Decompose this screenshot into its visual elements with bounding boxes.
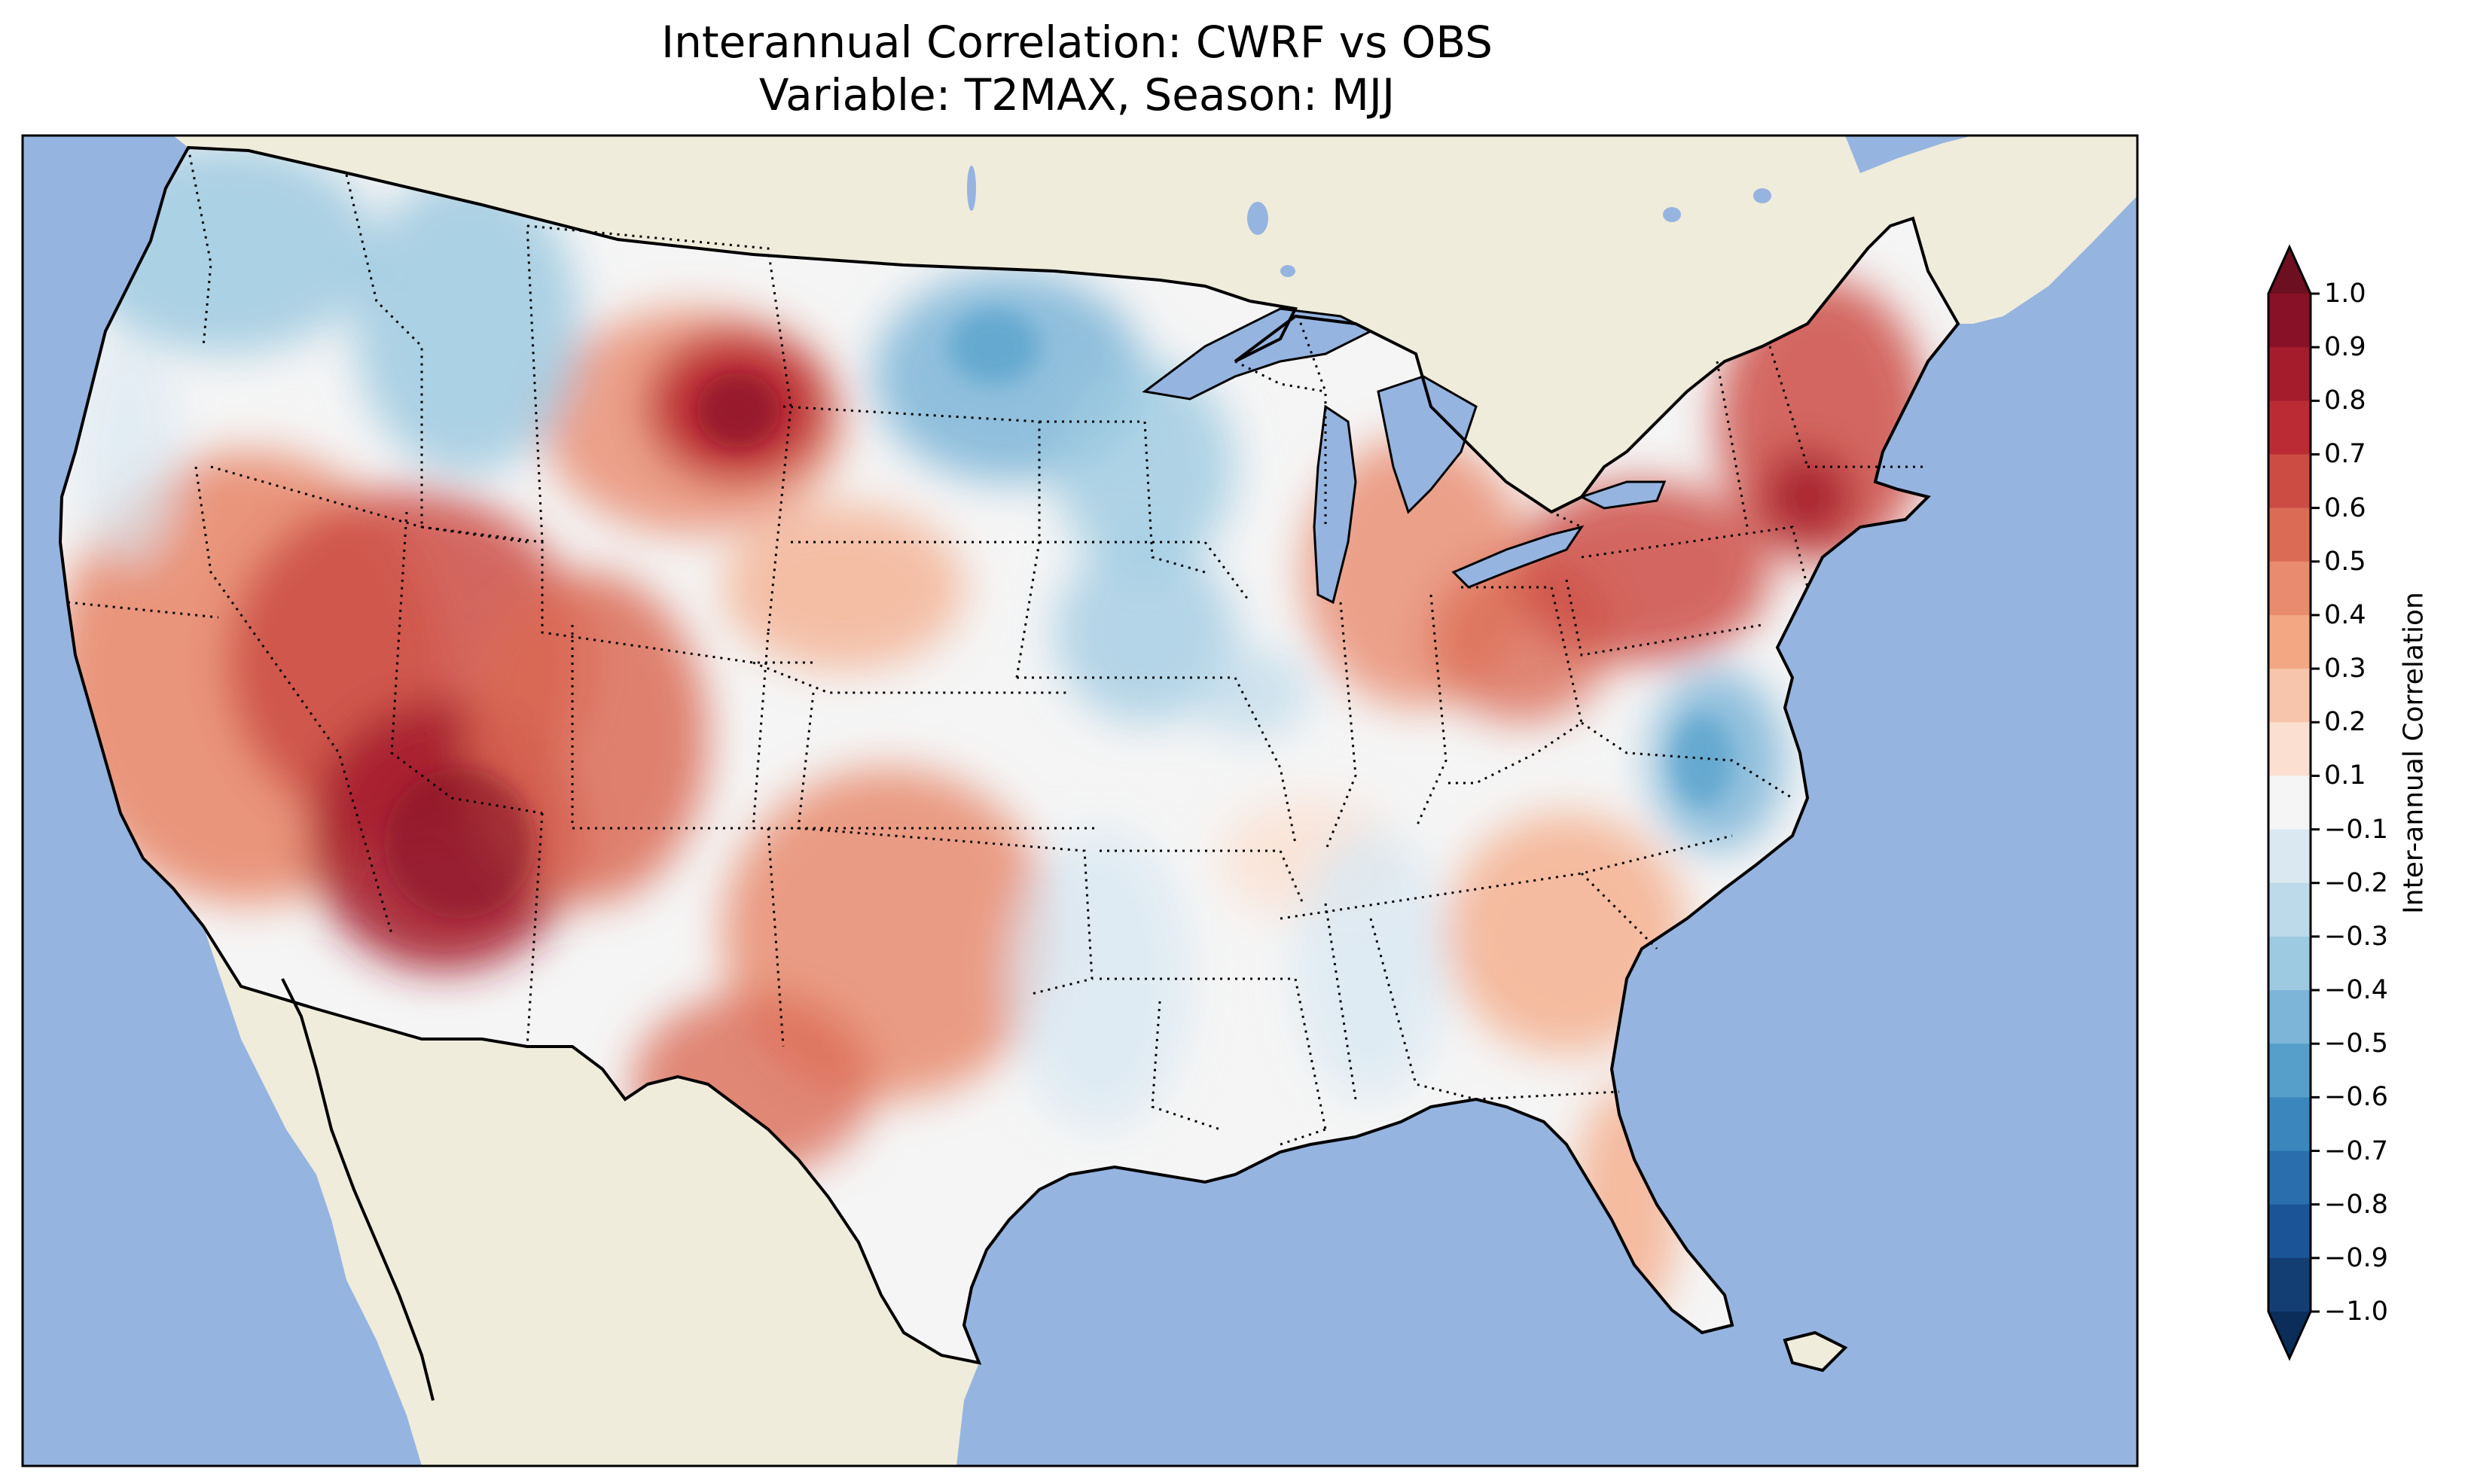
colorbar-segment (2268, 1097, 2311, 1152)
colorbar-segment (2268, 1044, 2311, 1098)
correlation-field (60, 148, 1958, 1363)
canada-land (173, 136, 2137, 512)
colorbar-tick-label: 0.5 (2324, 546, 2366, 577)
coastlines (59, 146, 1960, 1401)
colorbar-tick-label: −1.0 (2324, 1297, 2388, 1327)
colorbar-tick-label: −0.2 (2324, 867, 2388, 898)
colorbar-tick-label: −0.7 (2324, 1135, 2388, 1166)
colorbar-segment (2268, 776, 2311, 830)
lake-superior (1142, 307, 1374, 401)
colorbar-segment (2268, 561, 2311, 616)
colorbar-tick-label: −0.6 (2324, 1082, 2388, 1113)
colorbar-tick-label: 0.9 (2324, 332, 2366, 363)
colorbar (2267, 244, 2320, 1361)
colorbar-segment (2268, 294, 2311, 348)
map-frame (21, 134, 2139, 1467)
colorbar-segment (2268, 882, 2311, 937)
colorbar-tick-label: 0.4 (2324, 599, 2366, 630)
colorbar-segment (2268, 990, 2311, 1044)
colorbar-tick-label: −0.8 (2324, 1189, 2388, 1220)
state-borders (67, 147, 1928, 1146)
lake-huron (1377, 375, 1478, 514)
lake-erie (1451, 525, 1585, 589)
canadian-lakes (967, 166, 1771, 277)
colorbar-segment (2268, 669, 2311, 723)
map-panel (23, 136, 2137, 1466)
colorbar-tick-label: 0.8 (2324, 385, 2366, 416)
colorbar-tick-label: −0.1 (2324, 814, 2388, 845)
colorbar-tick-label: −0.5 (2324, 1028, 2388, 1059)
colorbar-tick-label: 0.2 (2324, 707, 2366, 738)
colorbar-tick-label: 0.7 (2324, 439, 2366, 470)
chart-title-line2: Variable: T2MAX, Season: MJJ (758, 69, 1396, 120)
colorbar-over-triangle (2268, 247, 2311, 294)
colorbar-segment (2268, 829, 2311, 884)
colorbar-segment (2268, 347, 2311, 401)
colorbar-tick-label: 0.1 (2324, 760, 2366, 791)
colorbar-segment (2268, 1257, 2311, 1312)
colorbar-segment (2268, 936, 2311, 991)
colorbar-tick-label: 0.3 (2324, 654, 2366, 684)
colorbar-segment (2268, 1150, 2311, 1205)
colorbar-under-triangle (2268, 1312, 2311, 1358)
colorbar-label: Inter-annual Correlation (2398, 592, 2430, 914)
colorbar-segment (2268, 722, 2311, 776)
colorbar-tick-label: 1.0 (2324, 279, 2366, 309)
colorbar-segment (2268, 507, 2311, 562)
colorbar-segment (2268, 614, 2311, 669)
colorbar-tick-label: −0.3 (2324, 921, 2388, 952)
colorbar-segment (2268, 401, 2311, 455)
colorbar-tick-label: 0.6 (2324, 492, 2366, 523)
colorbar-segment (2268, 454, 2311, 509)
chart-title-line1: Interannual Correlation: CWRF vs OBS (660, 17, 1493, 68)
lake-ontario (1579, 480, 1667, 510)
cuba-land (1783, 1330, 1848, 1373)
colorbar-tick-label: −0.9 (2324, 1242, 2388, 1273)
colorbar-segment (2268, 1204, 2311, 1259)
colorbar-tick-label: −0.4 (2324, 975, 2388, 1006)
